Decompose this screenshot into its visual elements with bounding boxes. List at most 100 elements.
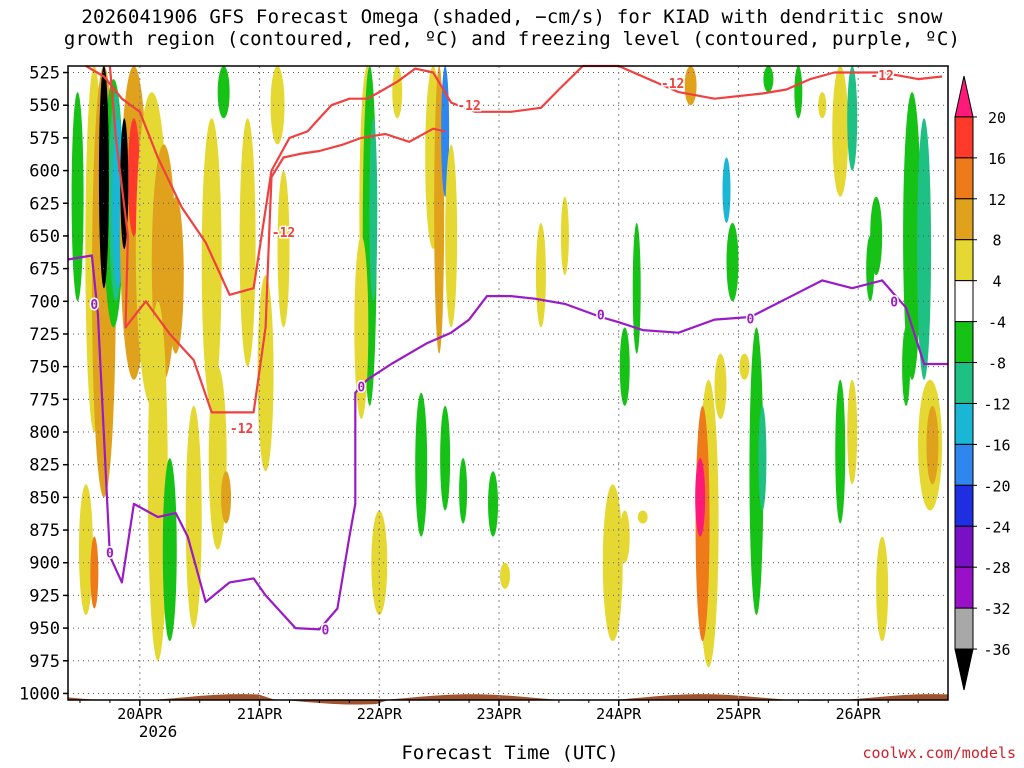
y-tick-label: 550 (29, 96, 60, 116)
omega-shade (794, 66, 803, 119)
omega-shade (695, 458, 706, 537)
contour-label: 0 (357, 380, 365, 395)
omega-shade (876, 536, 889, 642)
omega-shade (835, 379, 846, 524)
omega-shade (78, 484, 93, 616)
contour-line (108, 65, 446, 414)
omega-shade (369, 118, 378, 302)
y-tick-label: 850 (29, 488, 60, 508)
omega-shade (763, 66, 774, 93)
y-tick-label: 625 (29, 194, 60, 214)
omega-shade (98, 66, 109, 289)
omega-shade (832, 66, 849, 197)
y-tick-label: 750 (29, 358, 60, 378)
omega-shade (818, 92, 827, 119)
grid (68, 66, 948, 700)
colorbar-label: -32 (983, 600, 1010, 618)
omega-shade (917, 118, 932, 380)
colorbar-label: -12 (983, 395, 1010, 413)
omega-shading (71, 66, 943, 668)
contour-label: 0 (597, 308, 605, 323)
colorbar-label: 16 (988, 150, 1006, 168)
omega-shade (722, 157, 731, 223)
omega-shade (201, 118, 222, 406)
y-tick-label: 775 (29, 390, 60, 410)
y-tick-label: 600 (29, 162, 60, 182)
omega-shade (560, 196, 569, 276)
omega-shade (90, 536, 99, 609)
omega-shade (866, 235, 875, 302)
omega-shade (847, 66, 858, 171)
y-tick-label: 925 (29, 586, 60, 606)
contour-label: 0 (890, 295, 898, 310)
omega-shade (758, 405, 767, 511)
colorbar-swatch (954, 402, 974, 445)
colorbar-swatch (954, 566, 974, 609)
colorbar-swatch (954, 280, 974, 323)
y-tick-label: 1000 (19, 684, 60, 704)
omega-shade (445, 144, 458, 328)
credit-link[interactable]: coolwx.com/models (862, 744, 1016, 762)
omega-shade (371, 510, 388, 616)
omega-shade (221, 471, 232, 524)
colorbar-swatch (954, 525, 974, 568)
omega-shade (637, 510, 648, 524)
title-line-2: growth region (contoured, red, ºC) and f… (63, 28, 961, 50)
omega-shade (162, 458, 177, 642)
omega-shade (71, 92, 84, 302)
y-tick-label: 700 (29, 292, 60, 312)
colorbar-swatch (954, 239, 974, 282)
colorbar-label: -36 (983, 641, 1010, 659)
y-tick-label: 875 (29, 521, 60, 541)
omega-shade (415, 392, 428, 537)
contour-label: 0 (322, 623, 330, 638)
omega-shade (441, 66, 450, 197)
y-tick-label: 575 (29, 129, 60, 149)
contour-label: 0 (90, 298, 98, 313)
colorbar-swatch (954, 484, 974, 527)
y-tick-label: 900 (29, 554, 60, 574)
colorbar-label: 4 (992, 273, 1001, 291)
x-tick-label: 24APR (596, 705, 642, 723)
contour-line (85, 64, 943, 296)
x-axis-title: Forecast Time (UTC) (401, 742, 619, 764)
x-tick-label: 20APR (117, 705, 163, 723)
colorbar-label: -8 (988, 355, 1006, 373)
omega-shade (902, 327, 911, 406)
colorbar-label: -24 (983, 518, 1010, 536)
contour-label: -12 (272, 226, 295, 241)
colorbar: 20 16 12 8 4 -4 -8 -12 -16 -20 -24 -28 -32 -36 (954, 75, 1011, 691)
colorbar-label: -4 (988, 314, 1006, 332)
x-year-label: 2026 (138, 722, 178, 741)
omega-shade (167, 196, 184, 354)
y-tick-label: 950 (29, 619, 60, 639)
omega-shade (185, 405, 202, 629)
omega-shade (926, 405, 939, 485)
omega-shade (903, 92, 922, 380)
omega-shade (270, 66, 285, 145)
colorbar-swatch (954, 607, 974, 650)
omega-shade (500, 562, 511, 589)
axes: 525 550 575 600 625 650 675 700 725 750 775 800 825 8… (19, 64, 949, 723)
title-line-1: 2026041906 GFS Forecast Omega (shaded, −… (81, 6, 943, 28)
colorbar-swatch (954, 157, 974, 200)
x-tick-label: 23APR (476, 705, 522, 723)
contour-label: 0 (106, 546, 114, 561)
y-tick-label: 825 (29, 456, 60, 476)
omega-shade (440, 405, 451, 511)
x-tick-label: 25APR (716, 705, 762, 723)
colorbar-label: -16 (983, 436, 1010, 454)
x-tick-label: 26APR (836, 705, 882, 723)
omega-shade (535, 222, 546, 328)
omega-shade (239, 118, 256, 367)
colorbar-swatch (954, 116, 974, 159)
y-tick-label: 525 (29, 64, 60, 84)
omega-shade (277, 170, 290, 328)
y-tick-label: 675 (29, 260, 60, 280)
colorbar-swatch (954, 648, 974, 691)
omega-shade (147, 301, 168, 661)
omega-shade (619, 510, 630, 563)
omega-shade (488, 471, 499, 537)
contour-label: -12 (457, 99, 480, 114)
colorbar-swatch (954, 362, 974, 404)
